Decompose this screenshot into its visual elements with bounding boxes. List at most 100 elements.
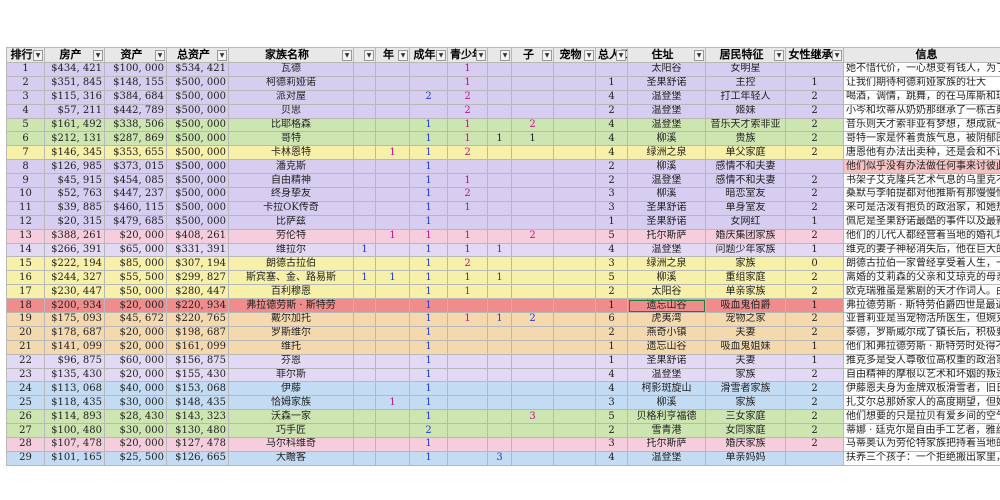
- table-cell[interactable]: $307, 194: [166, 256, 229, 272]
- table-cell[interactable]: 温登堡: [627, 450, 706, 466]
- table-cell[interactable]: 1: [595, 339, 628, 355]
- column-header[interactable]: 成年 ▼: [409, 47, 448, 63]
- table-cell[interactable]: [511, 450, 554, 466]
- table-cell[interactable]: $141, 099: [44, 339, 105, 355]
- table-cell[interactable]: [487, 159, 512, 175]
- table-cell[interactable]: $384, 684: [104, 89, 167, 105]
- table-cell[interactable]: [487, 145, 512, 161]
- table-cell[interactable]: [511, 214, 554, 230]
- filter-dropdown-icon[interactable]: ▼: [476, 50, 486, 61]
- table-cell[interactable]: $100, 000: [104, 62, 167, 77]
- table-cell[interactable]: 19: [6, 312, 45, 327]
- table-cell[interactable]: $460, 115: [104, 200, 167, 216]
- column-header[interactable]: 家族名称 ▼: [228, 47, 354, 63]
- table-cell[interactable]: $156, 875: [166, 353, 229, 369]
- table-cell[interactable]: [447, 423, 488, 439]
- table-cell[interactable]: [553, 409, 596, 425]
- table-cell[interactable]: [409, 103, 448, 119]
- table-cell[interactable]: [353, 89, 376, 105]
- table-cell[interactable]: 2: [785, 284, 844, 300]
- table-row[interactable]: 21 $141, 099 $20, 000 $161, 099 维托 1 1 遗忘山谷 吸血鬼姐…: [6, 339, 1000, 355]
- info-cell[interactable]: 他们似乎没有办法做任何事来讨彼此欢心: [843, 159, 1000, 175]
- table-cell[interactable]: 1: [487, 270, 512, 286]
- family-name-cell[interactable]: 弗拉德劳斯 · 斯特劳: [228, 298, 354, 314]
- table-cell[interactable]: 绿洲之泉: [627, 256, 706, 272]
- table-cell[interactable]: [511, 187, 554, 202]
- table-cell[interactable]: $500, 000: [166, 214, 229, 230]
- table-cell[interactable]: [353, 117, 376, 133]
- table-cell[interactable]: 2: [595, 284, 628, 300]
- table-cell[interactable]: 2: [595, 159, 628, 175]
- table-cell[interactable]: 温登堡: [627, 367, 706, 383]
- filter-dropdown-icon[interactable]: ▼: [542, 50, 552, 61]
- family-name-cell[interactable]: 瓦德: [228, 62, 354, 77]
- table-cell[interactable]: 2: [447, 187, 488, 202]
- table-cell[interactable]: [375, 117, 410, 133]
- table-cell[interactable]: 1: [409, 145, 448, 161]
- table-cell[interactable]: $500, 000: [166, 103, 229, 119]
- table-cell[interactable]: [511, 353, 554, 369]
- table-cell[interactable]: [487, 395, 512, 411]
- table-cell[interactable]: 2: [785, 187, 844, 202]
- table-cell[interactable]: 1: [785, 298, 844, 314]
- family-name-cell[interactable]: 比萨兹: [228, 214, 354, 230]
- table-cell[interactable]: 1: [409, 228, 448, 244]
- filter-dropdown-icon[interactable]: ▼: [217, 50, 227, 61]
- table-cell[interactable]: 3: [595, 187, 628, 202]
- table-cell[interactable]: 2: [595, 103, 628, 119]
- table-cell[interactable]: $220, 765: [166, 312, 229, 327]
- table-cell[interactable]: [487, 298, 512, 314]
- table-cell[interactable]: 1: [595, 75, 628, 91]
- table-cell[interactable]: 吸血鬼伯爵: [705, 298, 786, 314]
- table-cell[interactable]: 17: [6, 284, 45, 300]
- table-cell[interactable]: $60, 000: [104, 353, 167, 369]
- table-cell[interactable]: 宠物之家: [705, 312, 786, 327]
- table-cell[interactable]: [487, 367, 512, 383]
- table-cell[interactable]: [353, 298, 376, 314]
- table-cell[interactable]: $146, 345: [44, 145, 105, 161]
- table-cell[interactable]: $143, 323: [166, 409, 229, 425]
- table-cell[interactable]: 雪青港: [627, 423, 706, 439]
- table-cell[interactable]: [375, 367, 410, 383]
- column-header[interactable]: 信息▼: [843, 47, 1000, 63]
- info-cell[interactable]: 小岑和坎蒂从奶奶那继承了一栋古典独墅: [843, 103, 1000, 119]
- table-cell[interactable]: 1: [409, 298, 448, 314]
- table-cell[interactable]: [375, 423, 410, 439]
- table-cell[interactable]: 2: [447, 145, 488, 161]
- table-cell[interactable]: 2: [785, 89, 844, 105]
- table-cell[interactable]: [511, 367, 554, 383]
- table-cell[interactable]: [353, 395, 376, 411]
- table-cell[interactable]: 4: [595, 145, 628, 161]
- filter-dropdown-icon[interactable]: ▼: [155, 50, 165, 61]
- table-cell[interactable]: $20, 000: [104, 298, 167, 314]
- table-cell[interactable]: $244, 327: [44, 270, 105, 286]
- table-cell[interactable]: 1: [409, 367, 448, 383]
- table-cell[interactable]: 1: [409, 270, 448, 286]
- table-cell[interactable]: 9: [6, 173, 45, 189]
- table-cell[interactable]: [447, 298, 488, 314]
- table-cell[interactable]: 1: [785, 242, 844, 258]
- table-cell[interactable]: 21: [6, 339, 45, 355]
- table-cell[interactable]: 3: [6, 89, 45, 105]
- filter-dropdown-icon[interactable]: ▼: [616, 50, 626, 61]
- table-cell[interactable]: 4: [595, 89, 628, 105]
- family-name-cell[interactable]: 斯宾塞、金、路易斯: [228, 270, 354, 286]
- table-row[interactable]: 23 $135, 430 $20, 000 $155, 430 菲尔斯 1 4 温登堡 家族 2 自…: [6, 367, 1000, 383]
- table-cell[interactable]: 婚庆家族: [705, 437, 786, 452]
- family-name-cell[interactable]: 维拉尔: [228, 242, 354, 258]
- table-cell[interactable]: [553, 187, 596, 202]
- table-cell[interactable]: 夫妻: [705, 325, 786, 341]
- table-cell[interactable]: 1: [785, 353, 844, 369]
- family-name-cell[interactable]: 罗斯维尔: [228, 325, 354, 341]
- info-cell[interactable]: 蒂娜 · 廷克尔是自由手工艺者，雅丝敏说: [843, 423, 1000, 439]
- table-cell[interactable]: 重组家庭: [705, 270, 786, 286]
- table-cell[interactable]: [375, 312, 410, 327]
- table-cell[interactable]: $20, 000: [104, 228, 167, 244]
- table-cell[interactable]: [353, 75, 376, 91]
- family-name-cell[interactable]: 沃森一家: [228, 409, 354, 425]
- table-cell[interactable]: [375, 353, 410, 369]
- filter-dropdown-icon[interactable]: ▼: [436, 50, 446, 61]
- table-row[interactable]: 22 $96, 875 $60, 000 $156, 875 芬恩 1 1 圣果舒诺 夫妻 1 推克…: [6, 353, 1000, 369]
- info-cell[interactable]: 佩尼是圣果舒诺最酷的事件以及最新潮: [843, 214, 1000, 230]
- family-name-cell[interactable]: 维托: [228, 339, 354, 355]
